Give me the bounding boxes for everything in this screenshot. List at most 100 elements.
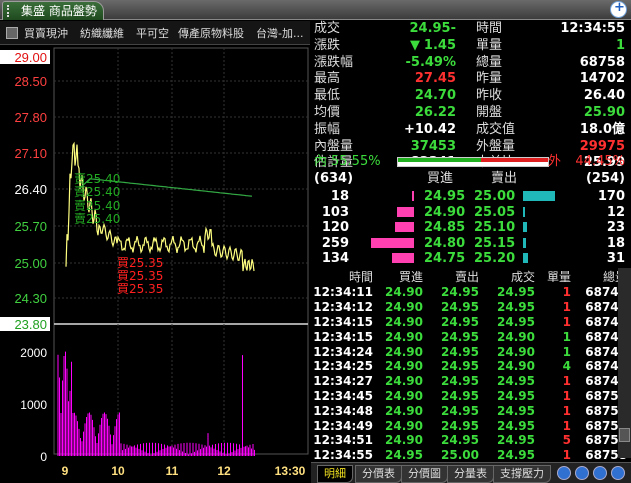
toolbar-checkbox[interactable] [6, 27, 18, 39]
quote-value: 27.45 [414, 71, 456, 87]
ask-bar [523, 191, 555, 201]
nav-left-icon[interactable] [557, 466, 571, 480]
tick-cell: 24.95 [497, 403, 535, 418]
quote-label: 估計量 [314, 155, 354, 171]
tick-header: 買進 [398, 270, 423, 284]
tick-cell: 24.90 [385, 314, 423, 329]
tick-row[interactable]: 12:34:45 24.90 24.95 24.95 1 68750 [311, 389, 627, 404]
tick-row[interactable]: 12:34:12 24.90 24.95 24.95 1 68741 [311, 300, 627, 315]
tick-header: 單量 [546, 270, 571, 284]
tick-row[interactable]: 12:34:48 24.90 24.95 24.95 1 68751 [311, 403, 627, 418]
tick-cell: 24.95 [441, 300, 479, 315]
quote-value: 14702 [579, 71, 625, 87]
quote-label: 最高 [314, 71, 341, 87]
window-title: 集盛 商品盤勢 [21, 4, 97, 18]
tick-cell: 1 [562, 329, 571, 344]
tick-cell: 24.95 [497, 314, 535, 329]
bottom-tabs: 明細 分價表 分價圖 分量表 支撐壓力 [311, 462, 631, 483]
tick-cell: 12:34:15 [313, 314, 373, 329]
tick-cell: 68751 [585, 403, 627, 418]
tick-cell: 1 [562, 418, 571, 433]
inner-fill [398, 158, 482, 162]
quote-value: 18.0億 [579, 121, 625, 137]
toolbar-item-market[interactable]: 台灣-加... [256, 27, 304, 40]
outer-label: 外 [548, 154, 562, 169]
tick-cell: 24.95 [441, 418, 479, 433]
bid-price: 24.90 [424, 204, 466, 220]
bid-volume: 259 [321, 235, 349, 251]
tick-cell: 24.90 [385, 433, 423, 448]
tick-cell: 68757 [585, 433, 627, 448]
tab-detail[interactable]: 明細 [317, 465, 353, 483]
tick-cell: 24.95 [385, 448, 423, 463]
bid-price: 24.85 [424, 220, 466, 235]
chart-canvas: 29.00 28.50 27.80 27.10 26.40 25.70 25.00 24.30… [0, 47, 309, 478]
tick-cell: 24.90 [385, 374, 423, 389]
quote-value: 25.99 [583, 155, 625, 171]
tick-header: 成交 [510, 270, 535, 284]
tick-cell: 12:34:15 [313, 329, 373, 344]
tick-row[interactable]: 12:34:25 24.90 24.95 24.90 4 68748 [311, 359, 627, 374]
sell-annotation: 賣25.40 [74, 184, 120, 199]
tick-row[interactable]: 12:34:15 24.90 24.95 24.90 1 68743 [311, 329, 627, 344]
quote-label: 昨收 [476, 88, 503, 104]
zoom-in-icon[interactable] [610, 0, 627, 18]
tick-row[interactable]: 12:34:27 24.90 24.95 24.95 1 68749 [311, 374, 627, 389]
quote-label: 漲跌幅 [314, 54, 354, 70]
time-tick: 11 [166, 464, 179, 478]
nav-down-icon[interactable] [611, 466, 625, 480]
quote-label: 內盤量 [314, 138, 354, 154]
tick-cell: 24.90 [385, 285, 423, 300]
average-line [79, 178, 253, 197]
tick-cell: 24.95 [441, 403, 479, 418]
quote-value: 1.45 [423, 37, 456, 53]
limit-down-box [0, 317, 50, 331]
quote-label: 成交值 [476, 121, 516, 137]
plot-frame [53, 47, 309, 455]
toolbar: 買賣現沖 紡織纖維 平可空 傳產原物料股 台灣-加... [0, 21, 310, 45]
tab-support[interactable]: 支撐壓力 [493, 465, 551, 483]
tick-cell: 24.90 [497, 344, 535, 359]
tick-row[interactable]: 12:34:15 24.90 24.95 24.95 1 68742 [311, 315, 627, 330]
tab-volume-table[interactable]: 分量表 [447, 465, 494, 483]
tab-price-chart[interactable]: 分價圖 [401, 465, 448, 483]
tick-detail: 時間 買進 賣出 成交 單量 總量 12:34:11 24.90 24.95 24.95 1 6874… [311, 268, 631, 462]
quote-value: -5.49% [405, 54, 457, 70]
inner-label: 內 [314, 154, 328, 169]
window-title-tab[interactable]: 集盛 商品盤勢 [2, 1, 104, 20]
ask-volume: 170 [597, 189, 625, 204]
quote-value: 24.95- [409, 21, 456, 36]
toolbar-item-shortable[interactable]: 平可空 [136, 27, 169, 40]
tick-cell: 24.95 [497, 285, 535, 300]
toolbar-item-daytrade[interactable]: 買賣現沖 [24, 27, 68, 40]
scroll-thumb[interactable] [619, 428, 630, 442]
toolbar-item-industry[interactable]: 紡織纖維 [80, 27, 124, 40]
price-tick: 26.40 [14, 182, 47, 197]
quote-panel: 成交 24.95- 時間 12:34:55 漲跌 1.45 ▼ 單量 1 漲跌幅 -5.49% 總量 6… [311, 18, 631, 170]
ask-price: 25.00 [474, 189, 516, 204]
nav-right-icon[interactable] [575, 466, 589, 480]
tick-cell: 1 [562, 388, 571, 403]
ask-volume: 18 [606, 235, 625, 251]
tick-scrollbar[interactable] [618, 268, 631, 458]
ask-price: 25.20 [474, 251, 516, 266]
tab-price-table[interactable]: 分價表 [355, 465, 402, 483]
tick-row[interactable]: 12:34:51 24.90 24.95 24.95 5 68757 [311, 433, 627, 448]
ask-price: 25.05 [474, 204, 516, 220]
tick-row[interactable]: 12:34:11 24.90 24.95 24.95 1 68740 [311, 285, 627, 300]
quote-label: 昨量 [476, 71, 503, 87]
nav-up-icon[interactable] [593, 466, 607, 480]
title-bar: 集盛 商品盤勢 [0, 0, 631, 20]
tick-row[interactable]: 12:34:24 24.90 24.95 24.90 1 68744 [311, 344, 627, 359]
tick-cell: 24.95 [497, 448, 535, 463]
toolbar-item-sector[interactable]: 傳產原物料股 [178, 27, 244, 40]
tick-row[interactable]: 12:34:55 24.95 25.00 24.95 1 68758 [311, 448, 627, 463]
bid-bar [392, 253, 414, 263]
tick-cell: 68742 [585, 314, 627, 329]
tick-row[interactable]: 12:34:49 24.90 24.95 24.95 1 68752 [311, 418, 627, 433]
tick-cell: 12:34:24 [313, 344, 373, 359]
buy-annotation: 買25.35 [117, 256, 163, 270]
bid-volume: 103 [321, 204, 349, 220]
sell-annotation: 賣25.40 [74, 198, 120, 213]
tick-cell: 4 [562, 359, 571, 374]
